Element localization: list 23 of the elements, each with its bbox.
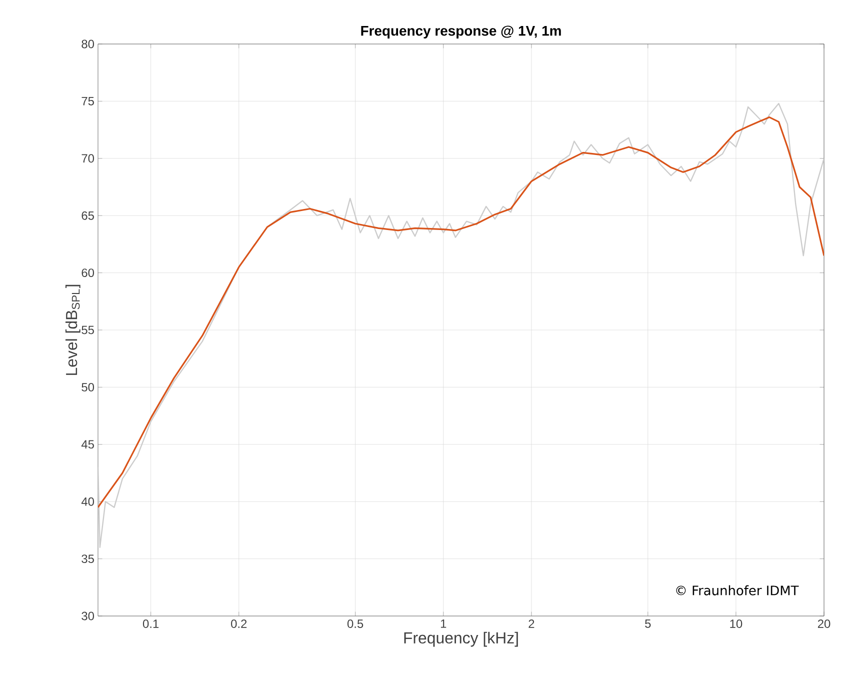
y-tick-label: 45 (81, 440, 94, 449)
y-tick-label: 60 (82, 268, 94, 278)
x-tick-label: 2 (528, 620, 534, 628)
x-tick-label: 10 (730, 620, 742, 628)
y-tick-label: 70 (82, 154, 94, 163)
y-tick-label: 80 (82, 40, 94, 48)
annotation: © Fraunhofer IDMT (676, 585, 799, 596)
y-tick-label: 35 (82, 554, 94, 564)
x-tick-label: 0.1 (142, 620, 159, 628)
x-tick-label: 5 (645, 620, 651, 628)
x-tick-label: 0.5 (347, 620, 364, 628)
y-tick-label: 40 (81, 497, 94, 506)
y-tick-label: 75 (82, 97, 94, 106)
x-tick-label: 20 (818, 620, 830, 628)
y-tick-label: 65 (82, 211, 94, 220)
x-tick-label: 0.2 (231, 620, 247, 628)
y-tick-label: 55 (82, 326, 94, 334)
y-axis-title: Level [dB$_{SPL}$] (65, 284, 80, 375)
x-axis-title: Frequency [kHz] (404, 632, 518, 647)
y-tick-label: 50 (82, 382, 94, 392)
y-tick-label: 30 (82, 612, 94, 620)
chart-title: Frequency response @ 1V, 1m (361, 26, 561, 38)
x-tick-label: 1 (440, 620, 446, 628)
